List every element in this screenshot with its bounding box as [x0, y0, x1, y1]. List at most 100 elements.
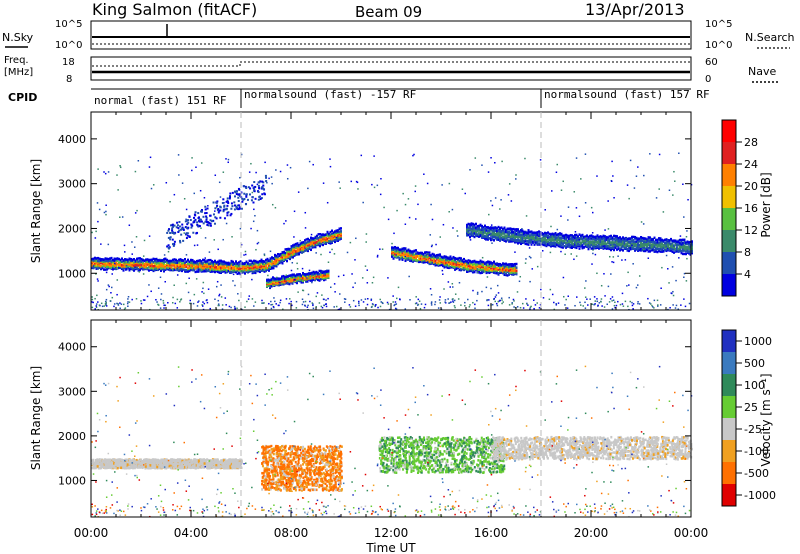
power-pixel — [491, 232, 494, 236]
power-pixel — [335, 234, 338, 237]
power-pixel — [95, 257, 98, 260]
power-scatter — [617, 255, 619, 257]
power-scatter — [591, 211, 594, 214]
power-pixel — [149, 261, 152, 264]
power-pixel — [515, 266, 518, 269]
power-scatter — [221, 304, 224, 306]
power-pixel — [398, 248, 401, 251]
power-pixel — [241, 262, 243, 265]
power-streak — [204, 208, 207, 211]
power-scatter — [126, 302, 129, 305]
power-pixel — [113, 265, 116, 269]
power-scatter — [148, 166, 151, 168]
power-scatter — [296, 262, 298, 265]
power-pixel — [472, 222, 474, 226]
power-pixel — [136, 261, 138, 265]
power-scatter — [631, 244, 633, 246]
power-scatter — [490, 224, 493, 226]
power-pixel — [482, 260, 485, 264]
power-scatter — [349, 306, 352, 308]
power-pixel — [328, 234, 330, 238]
power-pixel — [251, 261, 254, 265]
power-pixel — [140, 257, 143, 261]
power-scatter — [638, 303, 641, 305]
power-pixel — [460, 258, 462, 262]
power-pixel — [455, 267, 458, 271]
power-pixel — [532, 235, 534, 238]
power-scatter — [291, 282, 293, 285]
power-scatter — [253, 208, 255, 211]
power-scatter — [392, 301, 394, 303]
power-scatter — [444, 299, 447, 301]
power-scatter — [534, 304, 537, 306]
power-pixel — [322, 243, 324, 247]
power-pixel — [470, 268, 473, 272]
power-pixel — [469, 264, 471, 268]
power-pixel — [253, 266, 255, 269]
power-pixel — [235, 270, 237, 274]
power-scatter — [469, 304, 471, 306]
power-pixel — [565, 241, 567, 244]
power-scatter — [519, 275, 522, 278]
power-scatter — [273, 297, 275, 299]
power-pixel — [679, 241, 681, 245]
power-pixel — [169, 265, 171, 268]
power-pixel — [409, 258, 411, 262]
power-pixel — [440, 263, 443, 266]
power-pixel — [211, 270, 213, 273]
power-pixel — [530, 234, 533, 238]
power-scatter — [567, 206, 570, 208]
power-scatter — [371, 305, 373, 308]
power-pixel — [647, 246, 650, 250]
power-pixel — [454, 258, 456, 262]
power-pixel — [499, 238, 501, 242]
power-pixel — [400, 255, 402, 259]
power-pixel — [473, 267, 476, 270]
power-pixel — [259, 265, 261, 269]
power-scatter — [273, 306, 275, 309]
power-pixel — [635, 243, 638, 246]
power-pixel — [143, 267, 146, 271]
power-pixel — [415, 249, 417, 252]
power-scatter — [187, 232, 190, 234]
power-pixel — [487, 260, 489, 263]
power-pixel — [167, 268, 170, 271]
power-pixel — [178, 266, 180, 270]
power-scatter — [632, 263, 634, 265]
power-pixel — [533, 243, 536, 246]
power-scatter — [240, 153, 243, 156]
power-scatter — [136, 266, 138, 268]
power-scatter — [370, 299, 373, 301]
power-pixel — [291, 279, 294, 283]
power-pixel — [325, 233, 327, 237]
power-pixel — [290, 247, 293, 250]
power-pixel — [94, 257, 96, 261]
power-pixel — [124, 265, 126, 268]
power-streak — [200, 220, 203, 223]
power-pixel — [614, 243, 617, 247]
power-pixel — [452, 265, 455, 269]
power-pixel — [551, 241, 554, 245]
power-scatter — [108, 285, 110, 288]
power-pixel — [212, 260, 215, 264]
power-pixel — [647, 241, 650, 245]
power-pixel — [190, 261, 192, 265]
power-pixel — [224, 266, 227, 269]
power-pixel — [287, 281, 289, 285]
power-pixel — [319, 242, 321, 245]
power-pixel — [551, 237, 554, 240]
power-pixel — [437, 253, 440, 257]
power-pixel — [92, 261, 95, 264]
power-pixel — [616, 236, 618, 240]
power-pixel — [461, 261, 464, 265]
power-pixel — [619, 236, 621, 239]
power-pixel — [650, 247, 653, 251]
power-pixel — [287, 277, 289, 280]
power-pixel — [479, 268, 482, 271]
power-pixel — [688, 252, 690, 255]
power-scatter — [490, 200, 492, 202]
power-pixel — [644, 247, 647, 250]
power-pixel — [110, 266, 113, 269]
power-pixel — [291, 278, 294, 281]
power-scatter — [291, 261, 294, 264]
